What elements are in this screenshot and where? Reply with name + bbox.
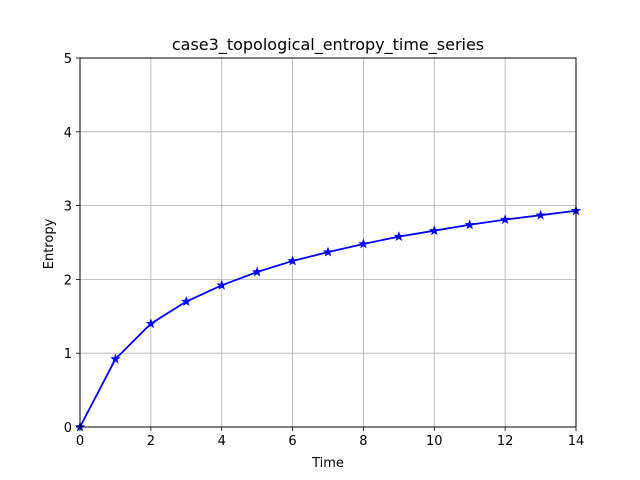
x-tick-label: 6 <box>288 434 296 449</box>
data-point <box>393 231 405 242</box>
data-point <box>535 209 546 220</box>
data-point <box>429 225 440 236</box>
x-tick-label: 4 <box>218 434 226 449</box>
data-point <box>251 266 263 277</box>
y-tick-label: 1 <box>64 347 72 362</box>
data-point <box>358 238 369 249</box>
x-tick-label: 12 <box>497 434 514 449</box>
y-tick-label: 5 <box>64 52 72 67</box>
plot-frame <box>79 57 577 428</box>
data-point <box>110 353 121 364</box>
series-layer <box>74 205 582 432</box>
y-tick-label: 3 <box>64 200 72 215</box>
data-point <box>145 318 157 329</box>
data-point <box>216 279 227 290</box>
data-point <box>287 255 298 266</box>
y-axis-label: Entropy <box>42 218 57 269</box>
x-tick-label: 2 <box>147 434 155 449</box>
y-tick-label: 4 <box>64 126 72 141</box>
x-tick-label: 14 <box>568 434 585 449</box>
x-tick-label: 0 <box>76 434 84 449</box>
y-tick-label: 2 <box>64 273 72 288</box>
x-tick-label: 8 <box>359 434 367 449</box>
y-tick-label: 0 <box>64 421 72 436</box>
data-point <box>499 214 511 225</box>
data-point <box>464 219 475 230</box>
x-axis-label: Time <box>311 456 344 471</box>
x-tick-label: 10 <box>426 434 443 449</box>
data-point <box>322 246 334 257</box>
data-point <box>181 296 192 306</box>
chart-title: case3_topological_entropy_time_series <box>172 35 484 55</box>
